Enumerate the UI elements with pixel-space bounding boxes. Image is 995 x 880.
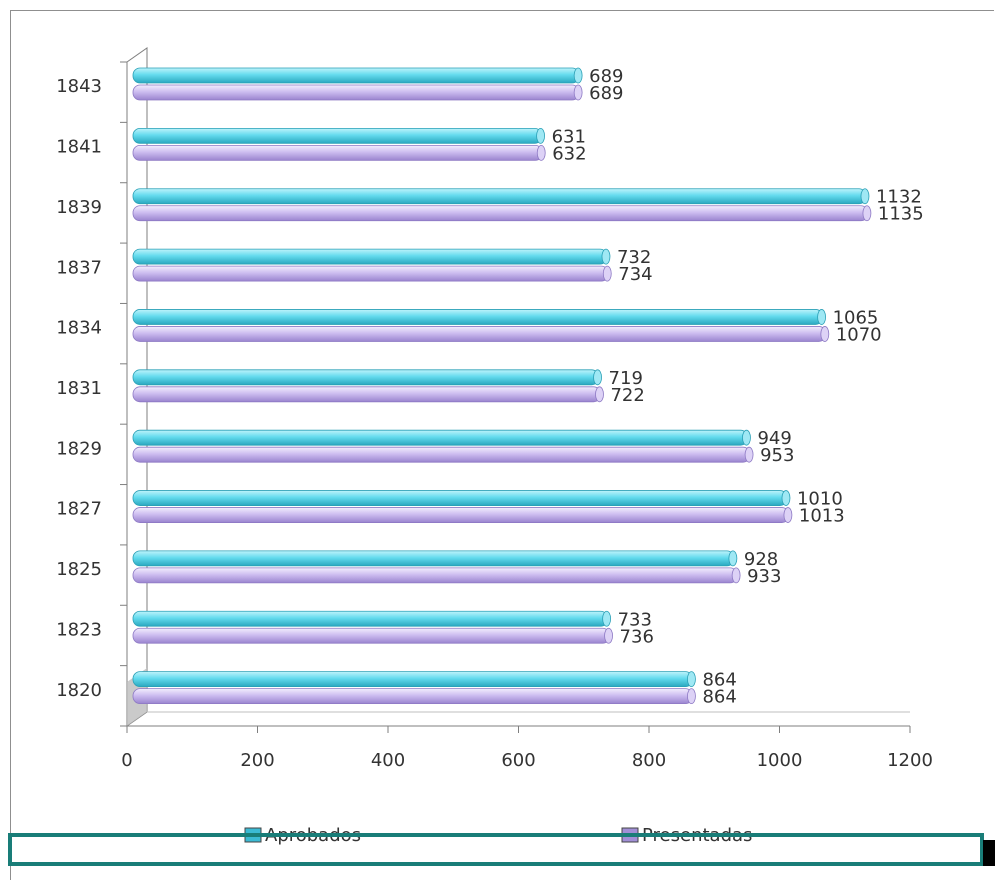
data-label: 631: [552, 126, 586, 147]
bar-cap: [573, 67, 583, 84]
data-label: 736: [620, 626, 654, 647]
x-tick-label: 0: [121, 750, 132, 771]
bar-aprobados-1829: [132, 429, 748, 446]
bar-aprobados-1823: [132, 610, 609, 627]
highlight-box: [8, 833, 984, 866]
bar-cap: [820, 326, 830, 342]
bar-presentadas-1843: [132, 84, 580, 101]
bar-presentadas-1837: [132, 265, 609, 282]
y-tick-label: 1827: [56, 499, 102, 520]
bar-cap: [781, 490, 791, 506]
bar-presentadas-1834: [132, 326, 827, 342]
y-tick-label: 1839: [56, 197, 102, 218]
data-label: 928: [744, 549, 778, 570]
y-tick-label: 1837: [56, 257, 102, 278]
bar-aprobados-1841: [132, 127, 542, 144]
bar-cap: [595, 386, 604, 403]
bar-cap: [536, 127, 545, 144]
data-label: 1135: [878, 204, 924, 225]
bar-aprobados-1837: [132, 248, 608, 265]
bar-cap: [602, 265, 612, 282]
bar-aprobados-1825: [132, 550, 735, 567]
bar-cap: [742, 429, 751, 446]
data-label: 734: [618, 264, 652, 285]
data-label: 632: [552, 143, 586, 164]
data-label: 733: [618, 609, 652, 630]
data-label: 933: [747, 566, 781, 587]
bar-presentadas-1827: [132, 507, 790, 523]
x-tick-label: 200: [240, 750, 274, 771]
chart-frame: [10, 10, 994, 880]
bar-cap: [862, 205, 872, 222]
data-label: 722: [610, 385, 644, 406]
y-tick-label: 1843: [56, 76, 102, 97]
y-tick-label: 1831: [56, 378, 102, 399]
bar-cap: [687, 688, 696, 705]
bar-aprobados-1843: [132, 67, 580, 84]
bar-presentadas-1831: [132, 386, 601, 403]
bar-presentadas-1829: [132, 446, 751, 463]
data-label: 719: [609, 368, 643, 389]
y-tick-label: 1841: [56, 137, 102, 158]
data-label: 1070: [836, 324, 882, 345]
bar-cap: [860, 188, 870, 205]
bar-cap: [601, 248, 611, 265]
bar-presentadas-1841: [132, 144, 543, 161]
bar-presentadas-1839: [132, 205, 869, 222]
bar-aprobados-1834: [132, 309, 823, 325]
x-tick-label: 1000: [757, 750, 803, 771]
data-label: 1013: [799, 506, 845, 527]
bar-cap: [783, 507, 793, 523]
bar-presentadas-1820: [132, 688, 693, 705]
x-tick-label: 800: [632, 750, 666, 771]
bars: [132, 67, 872, 705]
data-label: 689: [589, 83, 623, 104]
data-label: 732: [617, 247, 651, 268]
data-label: 949: [757, 428, 791, 449]
x-tick-label: 600: [501, 750, 535, 771]
bar-cap: [731, 567, 741, 584]
bar-cap: [744, 446, 754, 463]
bar-presentadas-1823: [132, 627, 610, 644]
data-label: 1065: [833, 307, 879, 328]
bar-aprobados-1820: [132, 671, 693, 688]
bar-cap: [728, 550, 738, 567]
bar-cap: [687, 671, 696, 688]
bar-aprobados-1827: [132, 490, 788, 506]
bar-aprobados-1831: [132, 369, 599, 386]
data-label: 953: [760, 445, 794, 466]
bar-cap: [593, 369, 602, 386]
data-label: 1132: [876, 187, 922, 208]
data-label: 689: [589, 66, 623, 87]
bar-cap: [536, 144, 546, 161]
data-label: 1010: [797, 489, 843, 510]
x-tick-label: 400: [371, 750, 405, 771]
bar-cap: [604, 627, 613, 644]
y-tick-label: 1825: [56, 559, 102, 580]
y-tick-label: 1823: [56, 619, 102, 640]
bar-presentadas-1825: [132, 567, 738, 584]
bar-aprobados-1839: [132, 188, 867, 205]
bar-cap: [573, 84, 583, 101]
data-label: 864: [702, 670, 736, 691]
x-tick-label: 1200: [887, 750, 933, 771]
y-tick-label: 1820: [56, 680, 102, 701]
corner-mark: [983, 840, 995, 866]
y-tick-label: 1829: [56, 438, 102, 459]
y-tick-label: 1834: [56, 318, 102, 339]
bar-cap: [602, 610, 612, 627]
data-label: 864: [702, 687, 736, 708]
bar-cap: [817, 309, 826, 325]
